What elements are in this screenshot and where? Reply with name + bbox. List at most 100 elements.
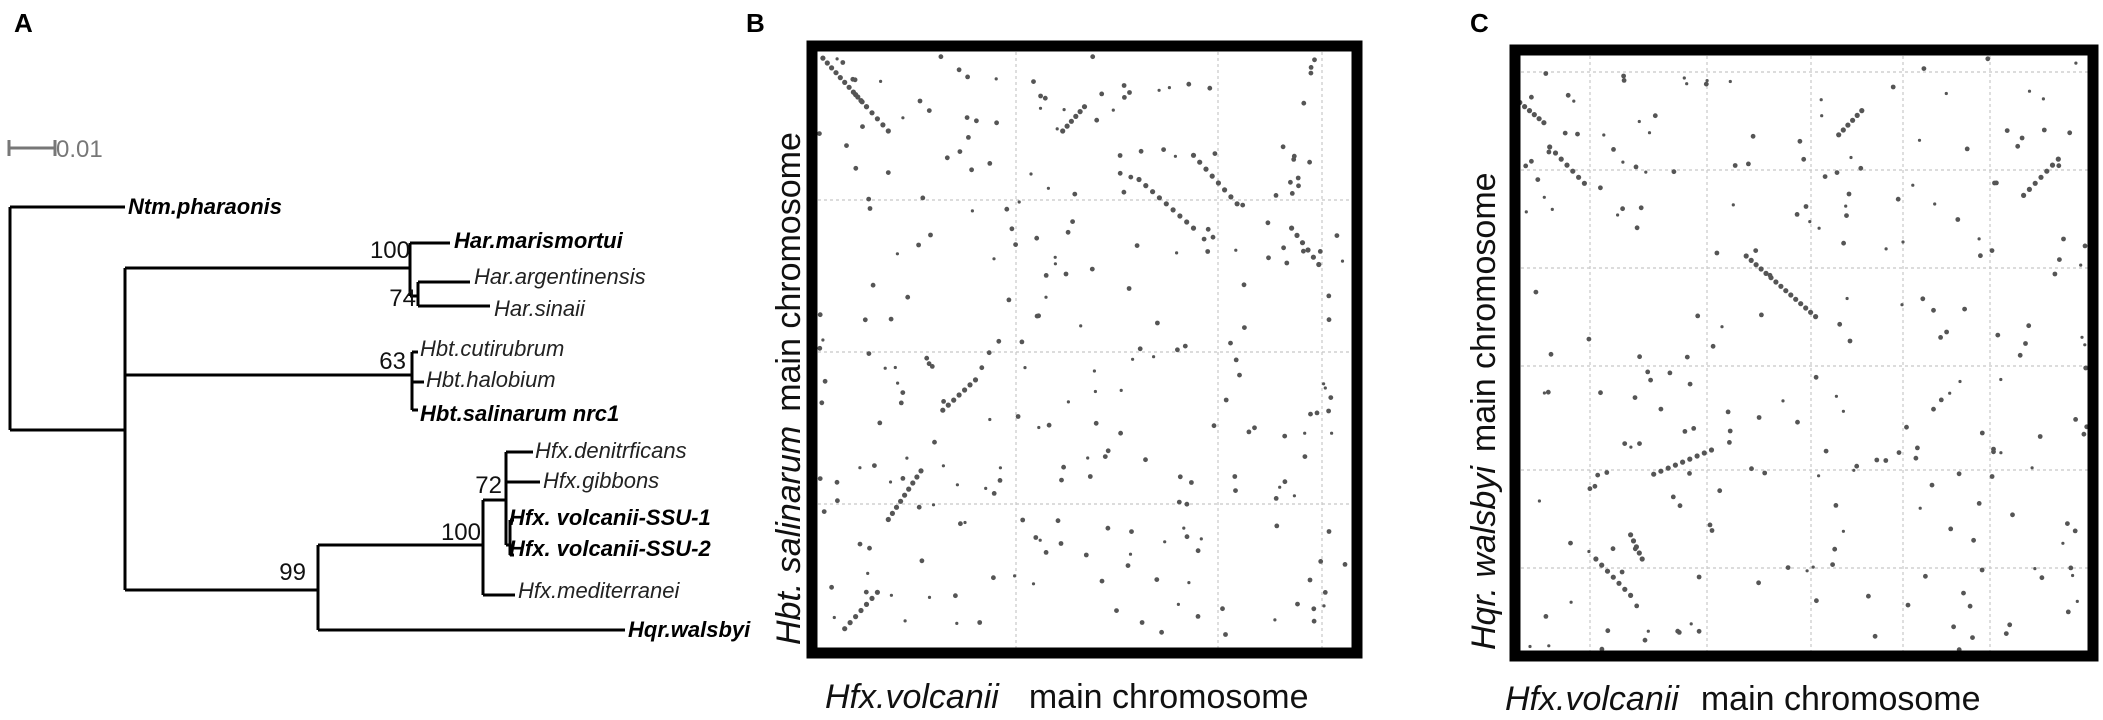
dotplot-b-dot-177 bbox=[1176, 499, 1182, 505]
dotplot-b-dot-63 bbox=[984, 486, 988, 490]
dotplot-c-dot-242 bbox=[1576, 174, 1582, 180]
dotplot-b-dot-127 bbox=[900, 390, 906, 395]
dotplot-b-dot-131 bbox=[969, 167, 974, 173]
dotplot-b-dot-60 bbox=[1282, 433, 1288, 439]
dotplot-c-dot-34 bbox=[1999, 451, 2003, 455]
dotplot-b-dot-182 bbox=[1205, 226, 1211, 232]
dotplot-c-dot-247 bbox=[1758, 266, 1764, 272]
dotplot-b-dot-16 bbox=[1137, 346, 1143, 352]
dotplot-b-dot-19 bbox=[1117, 153, 1123, 158]
dotplot-c-dot-227 bbox=[1746, 161, 1751, 167]
dotplot-b-dot-9 bbox=[1152, 355, 1156, 359]
dotplot-c-dot-112 bbox=[1634, 225, 1640, 231]
dotplot-b-dot-93 bbox=[929, 364, 935, 369]
dotplot-c-dot-43 bbox=[1948, 526, 1954, 532]
dotplot-b-dot-115 bbox=[1334, 233, 1340, 239]
dotplot-b-dot-72 bbox=[1291, 157, 1297, 162]
dotplot-b-dot-37 bbox=[1175, 251, 1179, 255]
dotplot-b-dot-229 bbox=[931, 503, 936, 507]
dotplot-c-dot-60 bbox=[1629, 445, 1633, 449]
dotplot-c-dot-250 bbox=[1773, 279, 1779, 285]
dotplot-b-dot-86 bbox=[1326, 408, 1331, 414]
dotplot-b-dot-147 bbox=[1053, 262, 1057, 266]
taxon-hfx-volcanii-ssu-2: Hfx. volcanii-SSU-2 bbox=[509, 536, 711, 561]
taxon-hfx-gibbons: Hfx.gibbons bbox=[543, 468, 659, 493]
dotplot-b-dot-327 bbox=[1305, 247, 1311, 253]
dotplot-c-dot-134 bbox=[1592, 483, 1598, 489]
dotplot-c-dot-111 bbox=[1931, 406, 1936, 412]
dotplot-b-dot-142 bbox=[1326, 529, 1332, 534]
dotplot-c-dot-228 bbox=[1675, 628, 1681, 634]
dotplot-b-dot-143 bbox=[1159, 629, 1164, 635]
dotplot-c-dot-222 bbox=[1846, 191, 1852, 197]
dotplot-c-dot-287 bbox=[1672, 462, 1678, 468]
dotplot-c-dot-126 bbox=[1841, 409, 1845, 413]
dotplot-c-dot-90 bbox=[1587, 549, 1591, 554]
dotplot-c-dot-206 bbox=[1844, 204, 1848, 208]
dotplot-c-dot-292 bbox=[1708, 447, 1715, 453]
dotplot-b-dot-257 bbox=[1318, 559, 1324, 564]
dotplot-c-dot-13 bbox=[1995, 332, 2001, 338]
dotplot-c-dot-33 bbox=[1598, 390, 1603, 396]
dotplot-b-dot-199 bbox=[1278, 485, 1282, 489]
dotplot-b-dot-168 bbox=[1043, 273, 1049, 278]
dotplot-c-dot-210 bbox=[1961, 590, 1966, 596]
dotplot-c-dot-59 bbox=[1844, 213, 1849, 219]
dotplot-b-dot-31 bbox=[1009, 226, 1015, 232]
dotplot-c-dot-177 bbox=[2052, 271, 2058, 277]
dotplot-c-dot-278 bbox=[2026, 186, 2032, 192]
dotplot-b-dot-62 bbox=[1118, 430, 1123, 436]
dotplot-c-dot-53 bbox=[1872, 633, 1878, 639]
dotplot-b-dot-112 bbox=[1280, 144, 1286, 150]
dotplot-b-dot-92 bbox=[1033, 535, 1039, 540]
dotplot-b-dot-71 bbox=[1207, 85, 1213, 91]
dotplot-c-dot-157 bbox=[1587, 486, 1593, 492]
dotplot-c-dot-139 bbox=[2082, 243, 2088, 249]
dotplot-c-dot-215 bbox=[2065, 521, 2070, 526]
dotplot-c-dot-21 bbox=[1602, 133, 1606, 137]
dotplot-c-ylabel: Hqr. walsbyi main chromosome bbox=[1465, 172, 1503, 650]
dotplot-c-dot-256 bbox=[1803, 305, 1809, 311]
dotplot-c-dot-86 bbox=[1648, 377, 1653, 383]
dotplot-b-dot-10 bbox=[1301, 248, 1306, 254]
dotplot-b-dot-326 bbox=[1299, 240, 1306, 246]
dotplot-b-dot-82 bbox=[866, 196, 872, 202]
dotplot-b-dot-15 bbox=[979, 365, 985, 371]
dotplot-c-dot-62 bbox=[1817, 474, 1821, 478]
dotplot-c-dot-67 bbox=[1977, 237, 1981, 241]
dotplot-c-dot-93 bbox=[1837, 321, 1843, 327]
bootstrap-har-sub: 74 bbox=[389, 285, 416, 312]
dotplot-b-dot-254 bbox=[1043, 550, 1049, 555]
dotplot-b-dot-175 bbox=[970, 209, 975, 213]
dotplot-b-frame bbox=[806, 40, 1363, 659]
dotplot-c-dot-8 bbox=[1671, 169, 1677, 175]
dotplot-b-dot-214 bbox=[1019, 339, 1025, 345]
dotplot-b-dot-286 bbox=[1150, 189, 1156, 195]
dotplot-b-dot-153 bbox=[1042, 95, 1048, 101]
dotplot-b-dot-320 bbox=[956, 392, 962, 398]
dotplot-b-ylabel-rest: main chromosome bbox=[770, 132, 808, 412]
dotplot-b-dot-22 bbox=[1111, 108, 1115, 112]
dotplot-c-dot-127 bbox=[1890, 84, 1896, 90]
dotplot-c-dot-48 bbox=[1849, 155, 1853, 160]
dotplot-b-dot-233 bbox=[896, 381, 900, 385]
dotplot-c-dot-274 bbox=[1850, 117, 1856, 123]
dotplot-c-dot-217 bbox=[1545, 389, 1551, 395]
dotplot-b-dot-305 bbox=[902, 492, 908, 498]
dotplot-b-dot-106 bbox=[996, 338, 1002, 344]
dotplot-b-dot-167 bbox=[1212, 151, 1218, 157]
dotplot-c-dot-101 bbox=[1833, 503, 1839, 508]
dotplot-b-dot-149 bbox=[956, 67, 962, 73]
dotplot-b-dot-114 bbox=[1105, 448, 1111, 454]
dotplot-c-dot-128 bbox=[1709, 528, 1715, 533]
dotplot-b-dot-166 bbox=[988, 417, 992, 422]
dotplot-b-dot-304 bbox=[898, 498, 904, 504]
dotplot-b-dot-161 bbox=[1326, 317, 1332, 323]
dotplot-b-dot-137 bbox=[1017, 200, 1021, 204]
dotplot-b-dot-207 bbox=[819, 400, 825, 406]
dotplot-c-dot-248 bbox=[1763, 270, 1769, 276]
dotplot-b-dot-195 bbox=[1195, 548, 1201, 554]
dotplot-c-dot-98 bbox=[1546, 149, 1552, 155]
dotplot-c-dot-37 bbox=[1852, 468, 1856, 472]
